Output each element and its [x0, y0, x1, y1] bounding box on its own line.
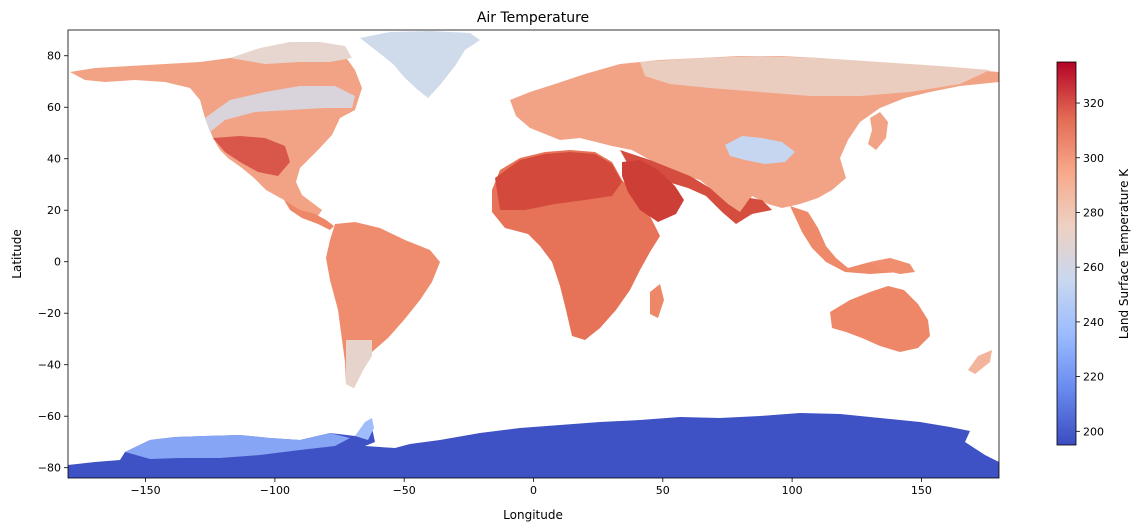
- y-tick-label: −20: [38, 307, 61, 320]
- y-tick-label: 60: [47, 101, 61, 114]
- colorbar-tick-label: 240: [1083, 316, 1104, 329]
- region-new-zealand: [968, 350, 992, 374]
- y-axis-label: Latitude: [10, 229, 24, 278]
- colorbar-tick-label: 300: [1083, 152, 1104, 165]
- colorbar-tick-label: 220: [1083, 371, 1104, 384]
- y-tick-label: 80: [47, 50, 61, 63]
- region-new-guinea: [870, 258, 915, 274]
- region-sahara: [495, 152, 622, 210]
- colorbar-tick-label: 320: [1083, 97, 1104, 110]
- region-arabia: [622, 160, 684, 222]
- colorbar-gradient: [1056, 61, 1077, 446]
- x-tick-label: 150: [911, 484, 932, 497]
- region-antarctic-peninsula: [355, 418, 374, 440]
- region-eurasia: [510, 56, 999, 214]
- x-axis: −150 −100 −50 0 50 100 150: [130, 478, 932, 497]
- region-madagascar: [650, 284, 664, 318]
- y-tick-label: −40: [38, 359, 61, 372]
- colorbar-label: Land Surface Temperature K: [1117, 168, 1131, 339]
- y-tick-label: −80: [38, 462, 61, 475]
- region-us-southwest: [213, 136, 290, 176]
- region-greenland: [360, 31, 480, 98]
- y-tick-label: 0: [54, 256, 61, 269]
- y-tick-label: −60: [38, 410, 61, 423]
- x-tick-label: −150: [130, 484, 160, 497]
- region-australia: [830, 286, 930, 352]
- region-antarctica: [68, 413, 999, 478]
- x-tick-label: −50: [393, 484, 416, 497]
- region-canadian-arctic: [230, 42, 352, 64]
- x-tick-label: 50: [656, 484, 670, 497]
- x-tick-label: 0: [530, 484, 537, 497]
- map-plot: −150 −100 −50 0 50 100 150 80 60 40 20 0 −20 −40 −60 −…: [10, 29, 1000, 522]
- chart-title: Air Temperature: [477, 10, 589, 26]
- colorbar-tick-label: 280: [1083, 206, 1104, 219]
- region-north-america-north: [205, 86, 355, 132]
- region-west-antarctica-light: [125, 433, 350, 459]
- region-south-asia-hot: [620, 150, 772, 224]
- colorbar: 200 220 240 260 280 300 320 Land Surface Tempe…: [1056, 61, 1131, 446]
- region-japan: [868, 112, 888, 150]
- x-tick-label: −100: [260, 484, 290, 497]
- colorbar-tick-label: 200: [1083, 425, 1104, 438]
- x-tick-label: 100: [782, 484, 803, 497]
- y-axis: 80 60 40 20 0 −20 −40 −60 −80: [38, 50, 68, 475]
- region-central-america: [284, 200, 334, 230]
- x-axis-label: Longitude: [503, 508, 563, 522]
- colorbar-tick-label: 260: [1083, 261, 1104, 274]
- region-siberia-north: [640, 56, 990, 96]
- region-tibetan-plateau: [725, 136, 795, 164]
- region-patagonia: [346, 340, 372, 388]
- y-tick-label: 20: [47, 204, 61, 217]
- y-tick-label: 40: [47, 153, 61, 166]
- colorbar-ticks: 200 220 240 260 280 300 320: [1076, 97, 1104, 438]
